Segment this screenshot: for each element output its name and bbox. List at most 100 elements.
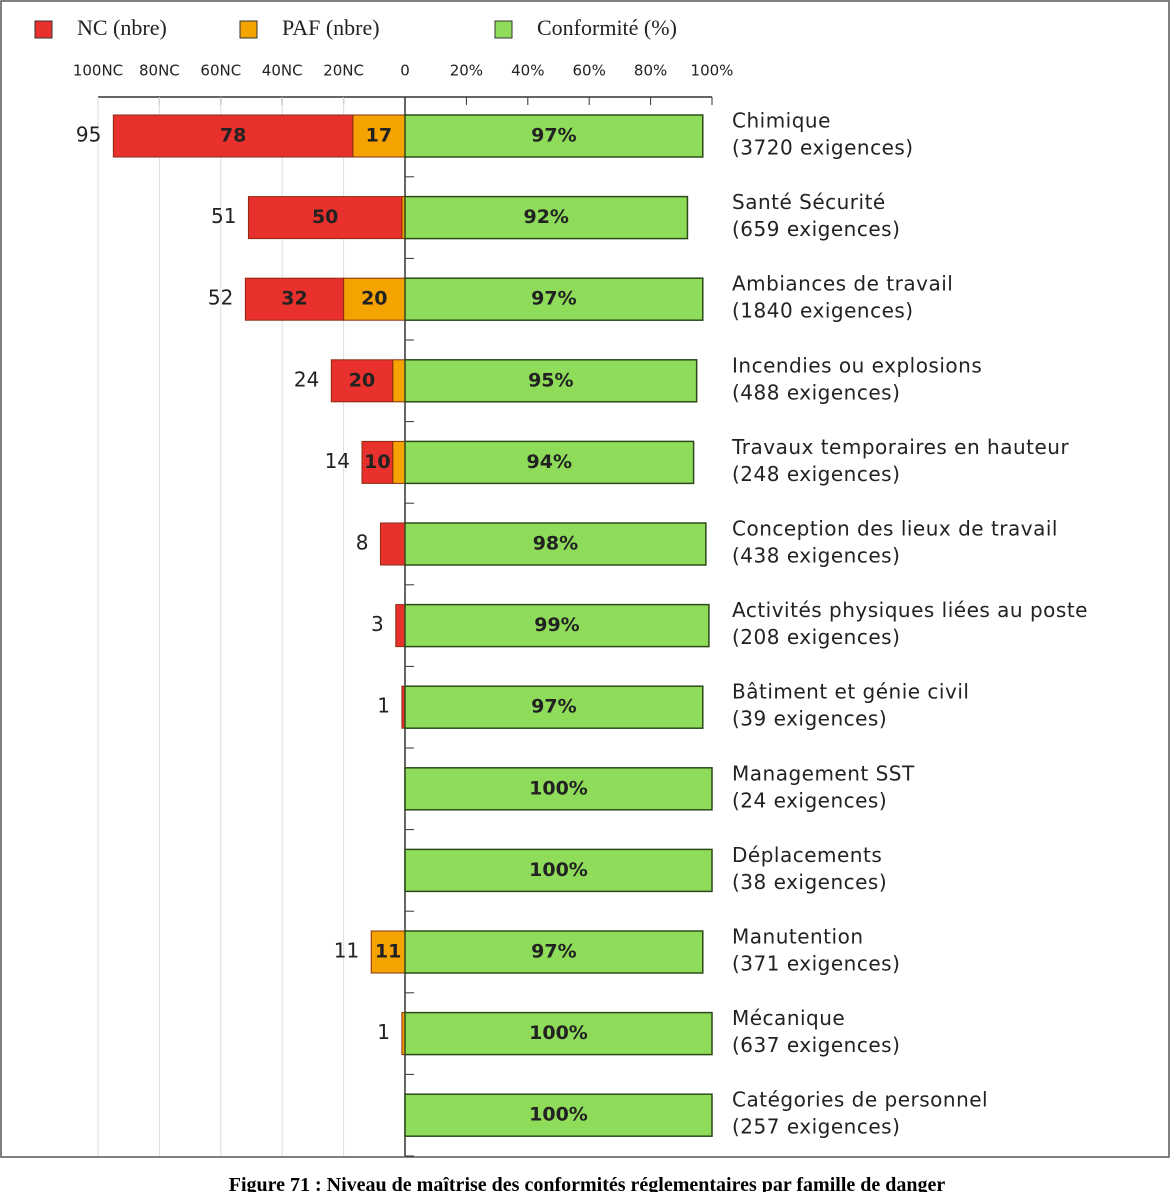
bar-segment <box>361 440 394 484</box>
legend-swatch <box>34 20 53 39</box>
x-tick-label: 40NC <box>262 62 303 80</box>
bar-value-label: 100% <box>529 1022 588 1044</box>
bar-segment <box>392 440 406 484</box>
legend-label: Conformité (%) <box>537 15 677 40</box>
bar-value-label: 94% <box>527 451 572 473</box>
bar-segment <box>343 277 406 321</box>
x-tick-label: 100NC <box>73 62 123 80</box>
legend-swatch <box>239 20 258 39</box>
x-tick-label: 20% <box>450 62 483 80</box>
legend-label: PAF (nbre) <box>282 15 380 40</box>
bar-segment <box>112 114 354 158</box>
category-label: Ambiances de travail <box>732 272 953 296</box>
category-note: (438 exigences) <box>732 544 900 568</box>
total-label: 95 <box>76 123 101 147</box>
bar-segment <box>244 277 345 321</box>
category-note: (637 exigences) <box>732 1033 900 1057</box>
x-tick-label: 40% <box>511 62 544 80</box>
bar-value-label: 20 <box>361 288 387 310</box>
total-label: 1 <box>377 1020 390 1044</box>
category-note: (371 exigences) <box>732 952 900 976</box>
bar-value-label: 32 <box>281 288 307 310</box>
x-tick-label: 100% <box>691 62 734 80</box>
legend-label: NC (nbre) <box>77 15 167 40</box>
bar-value-label: 95% <box>528 369 573 391</box>
bar-segment <box>352 114 406 158</box>
category-label: Mécanique <box>732 1006 845 1030</box>
category-label: Manutention <box>732 925 864 949</box>
bar-value-label: 11 <box>375 941 401 963</box>
bar <box>404 685 704 729</box>
bar-value-label: 97% <box>531 125 576 147</box>
bar <box>404 1011 713 1056</box>
bar-segment <box>330 359 394 403</box>
bar-value-label: 50 <box>312 206 338 228</box>
bar-value-label: 10 <box>364 451 390 473</box>
x-tick-label: 20NC <box>323 62 364 80</box>
bar-value-label: 20 <box>349 369 375 391</box>
bar <box>404 114 704 158</box>
bar <box>404 1093 713 1137</box>
bar <box>404 440 695 485</box>
x-tick-label: 0 <box>400 62 410 80</box>
total-label: 24 <box>294 367 319 391</box>
bar <box>404 359 698 403</box>
bar-value-label: 98% <box>533 533 578 555</box>
bar <box>404 277 704 321</box>
x-tick-label: 60% <box>573 62 606 80</box>
bar <box>404 848 713 893</box>
bar <box>404 195 689 240</box>
total-label: 52 <box>208 286 233 310</box>
total-label: 8 <box>356 531 369 555</box>
category-label: Bâtiment et génie civil <box>732 680 969 704</box>
category-label: Déplacements <box>732 843 882 867</box>
category-note: (488 exigences) <box>732 380 900 404</box>
x-tick-label: 80% <box>634 62 667 80</box>
category-label: Activités physiques liées au poste <box>732 598 1088 622</box>
category-label: Conception des lieux de travail <box>732 517 1058 541</box>
bar-value-label: 78 <box>220 125 246 147</box>
bar-segment <box>392 359 406 403</box>
bar <box>404 603 710 648</box>
bar <box>404 930 704 974</box>
category-note: (208 exigences) <box>732 625 900 649</box>
category-note: (38 exigences) <box>732 870 887 894</box>
bar-segment <box>379 522 406 566</box>
total-label: 11 <box>334 939 359 963</box>
caption: Figure 71 : Niveau de maîtrise des confo… <box>229 1174 946 1192</box>
legend-swatch <box>494 20 513 39</box>
category-note: (257 exigences) <box>732 1115 900 1139</box>
category-label: Management SST <box>732 761 915 785</box>
bar-value-label: 99% <box>534 614 579 636</box>
category-note: (248 exigences) <box>732 462 900 486</box>
bar-value-label: 17 <box>366 125 392 147</box>
category-note: (39 exigences) <box>732 707 887 731</box>
bar-segment <box>247 196 403 240</box>
total-label: 1 <box>377 694 390 718</box>
category-note: (1840 exigences) <box>732 299 914 323</box>
category-note: (24 exigences) <box>732 788 887 812</box>
bar-value-label: 97% <box>531 696 576 718</box>
bar-value-label: 97% <box>531 288 576 310</box>
chart-frame <box>0 0 1170 1158</box>
category-label: Santé Sécurité <box>732 190 886 214</box>
bar-value-label: 100% <box>529 777 588 799</box>
bar <box>404 767 713 811</box>
category-note: (3720 exigences) <box>732 136 914 160</box>
bar <box>404 522 707 566</box>
total-label: 51 <box>211 204 236 228</box>
bar-segment <box>395 604 406 648</box>
bar-value-label: 97% <box>531 941 576 963</box>
bar-value-label: 92% <box>523 206 568 228</box>
category-label: Catégories de personnel <box>732 1088 988 1112</box>
bar-value-label: 100% <box>529 1104 588 1126</box>
total-label: 3 <box>371 612 384 636</box>
category-label: Travaux temporaires en hauteur <box>731 435 1069 459</box>
category-note: (659 exigences) <box>732 217 900 241</box>
bar-value-label: 100% <box>529 859 588 881</box>
category-label: Incendies ou explosions <box>732 353 982 377</box>
category-label: Chimique <box>732 109 831 133</box>
x-tick-label: 60NC <box>200 62 241 80</box>
total-label: 14 <box>325 449 350 473</box>
